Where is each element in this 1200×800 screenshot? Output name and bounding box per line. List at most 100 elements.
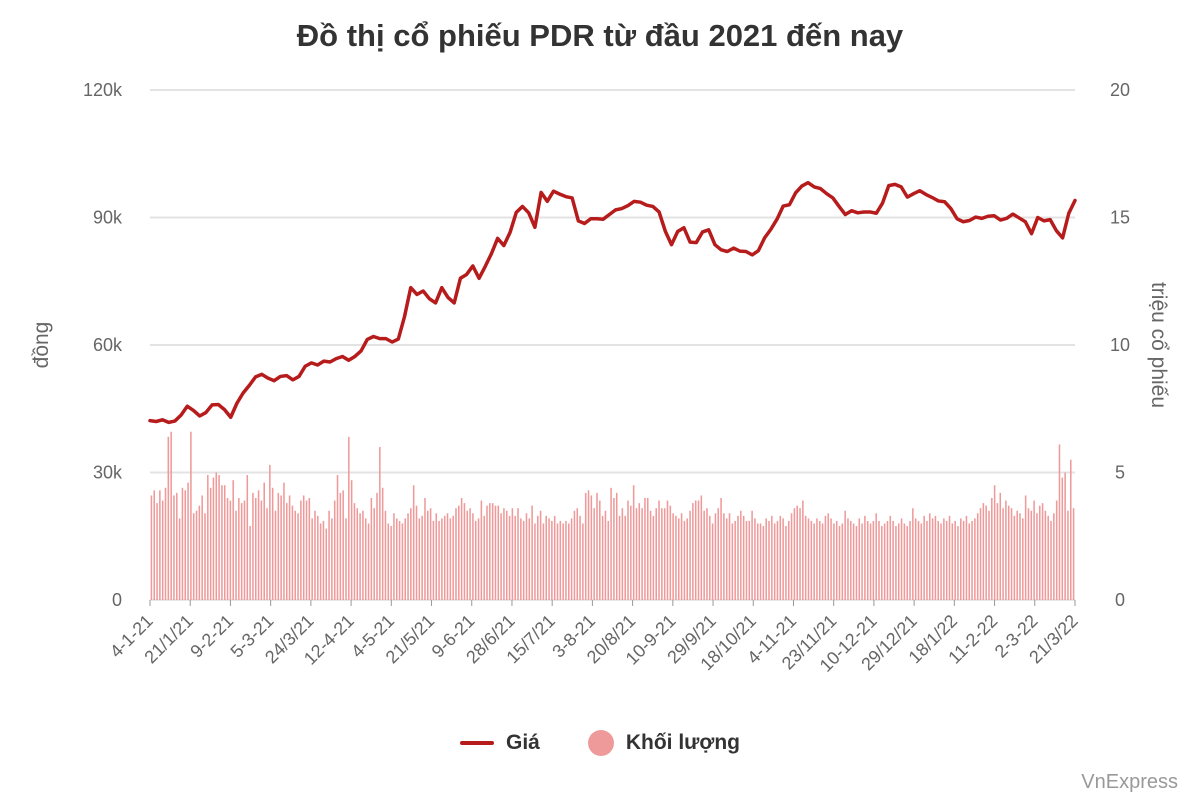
volume-bar (971, 520, 973, 600)
price-line (148, 180, 1077, 425)
volume-bar (460, 498, 463, 600)
volume-bar (982, 503, 985, 600)
volume-bar (714, 513, 717, 600)
volume-bar (802, 500, 804, 600)
volume-bar (452, 515, 454, 600)
legend-item-price[interactable]: Giá (460, 731, 540, 755)
volume-bar (725, 518, 728, 600)
right-tick-label: 5 (1115, 463, 1125, 483)
volume-bar (1053, 513, 1055, 600)
volume-bar (838, 526, 841, 600)
left-axis-title: đồng (30, 322, 53, 369)
volume-bar (243, 500, 246, 600)
volume-bar (1067, 510, 1069, 600)
volume-bar (336, 475, 339, 600)
volume-bar (443, 515, 446, 600)
source-credit: VnExpress (1081, 771, 1178, 793)
volume-bar (821, 523, 824, 600)
volume-bar (1069, 459, 1072, 600)
volume-bar (319, 523, 322, 600)
volume-bar (432, 520, 435, 600)
price-swatch-icon (460, 741, 494, 745)
volume-bar (771, 515, 773, 600)
volume-bar (176, 492, 178, 600)
volume-bar (1005, 500, 1007, 600)
volume-bar (979, 508, 982, 600)
volume-bar (1055, 500, 1058, 600)
left-axis: 0 30k 60k 90k 120k (83, 80, 123, 610)
volume-bar (277, 492, 280, 600)
volume-bar (835, 520, 838, 600)
volume-bar (207, 475, 209, 600)
volume-bar (548, 518, 550, 600)
volume-bar (630, 505, 632, 600)
volume-bar (816, 518, 818, 600)
volume-bar (709, 515, 711, 600)
volume-bar (793, 508, 796, 600)
right-axis-title: triệu cổ phiếu (1147, 282, 1170, 408)
volume-bar (627, 500, 629, 600)
volume-bar (401, 523, 404, 600)
volume-bar (350, 480, 353, 600)
volume-bar (790, 513, 793, 600)
volume-bar (968, 523, 971, 600)
volume-bar (252, 492, 254, 600)
volume-bars (150, 431, 1075, 600)
volume-bar (263, 482, 265, 600)
volume-bar (587, 490, 590, 600)
volume-bar (246, 475, 249, 600)
volume-bar (291, 505, 294, 600)
volume-bar (734, 520, 736, 600)
volume-bar (551, 520, 553, 600)
volume-bar (604, 510, 607, 600)
volume-bar (322, 520, 325, 600)
volume-bar (192, 513, 195, 600)
volume-bar (150, 495, 153, 600)
left-tick-label: 120k (83, 80, 123, 100)
volume-bar (531, 505, 533, 600)
volume-bar (666, 500, 669, 600)
volume-bar (866, 520, 869, 600)
volume-bar (201, 495, 203, 600)
volume-bar (441, 518, 443, 600)
volume-bar (269, 464, 271, 600)
volume-bar (373, 508, 375, 600)
volume-bar (1050, 520, 1052, 600)
volume-bar (686, 518, 689, 600)
volume-bar (356, 508, 359, 600)
legend-item-volume[interactable]: Khối lượng (587, 730, 740, 756)
volume-bar (703, 510, 705, 600)
volume-bar (1058, 444, 1061, 600)
volume-bar (534, 523, 536, 600)
volume-bar (342, 490, 344, 600)
volume-bar (584, 492, 587, 600)
volume-bar (960, 518, 962, 600)
volume-bar (615, 492, 618, 600)
volume-bar (1007, 505, 1010, 600)
volume-bar (528, 518, 531, 600)
volume-bar (328, 510, 330, 600)
volume-bar (221, 485, 223, 600)
volume-bar (872, 520, 875, 600)
right-tick-label: 10 (1110, 335, 1130, 355)
right-axis: 0 5 10 15 20 (1110, 80, 1130, 610)
volume-bar (545, 515, 547, 600)
volume-bar (621, 508, 624, 600)
volume-bar (810, 520, 813, 600)
volume-bar (376, 492, 378, 600)
volume-bar (429, 508, 432, 600)
volume-bar (466, 510, 469, 600)
volume-bar (999, 492, 1002, 600)
volume-bar (348, 436, 350, 600)
volume-bar (737, 515, 739, 600)
volume-bar (229, 500, 232, 600)
volume-bar (669, 505, 672, 600)
volume-bar (300, 500, 302, 600)
volume-bar (463, 503, 466, 600)
volume-bar (804, 515, 807, 600)
volume-bar (223, 485, 226, 600)
volume-bar (181, 487, 184, 600)
volume-bar (333, 500, 336, 600)
volume-bar (855, 526, 858, 600)
volume-bar (655, 508, 657, 600)
